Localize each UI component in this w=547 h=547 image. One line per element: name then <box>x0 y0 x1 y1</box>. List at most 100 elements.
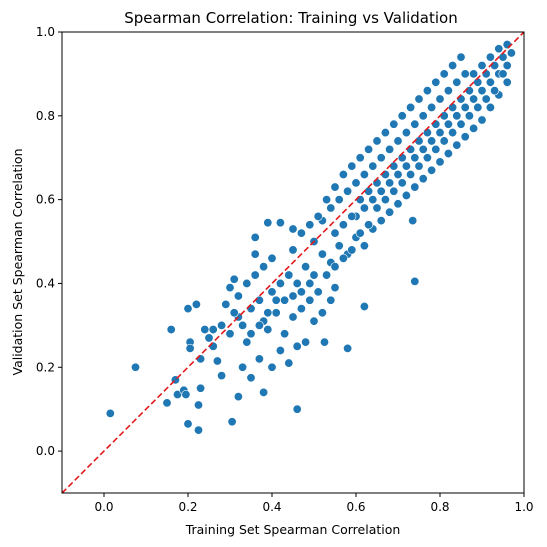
scatter-point <box>330 283 340 293</box>
scatter-point <box>131 362 141 372</box>
x-tick-label: 0.6 <box>346 500 365 514</box>
scatter-point <box>280 295 290 305</box>
scatter-point <box>196 354 206 364</box>
scatter-point <box>355 228 365 238</box>
scatter-point <box>288 224 298 234</box>
scatter-point <box>292 341 302 351</box>
scatter-point <box>322 195 332 205</box>
scatter-point <box>414 94 424 104</box>
scatter-point <box>427 102 437 112</box>
scatter-point <box>194 425 204 435</box>
scatter-point <box>359 169 369 179</box>
scatter-point <box>221 299 231 309</box>
scatter-point <box>439 69 449 79</box>
scatter-point <box>292 404 302 414</box>
scatter-point <box>464 86 474 96</box>
scatter-point <box>460 69 470 79</box>
scatter-point <box>212 356 222 366</box>
scatter-point <box>380 128 390 138</box>
scatter-point <box>376 186 386 196</box>
scatter-point <box>393 169 403 179</box>
scatter-point <box>469 123 479 133</box>
y-tick-label: 0.4 <box>36 276 55 290</box>
reference-line-layer <box>61 31 525 494</box>
scatter-point <box>435 157 445 167</box>
scatter-point <box>229 308 239 318</box>
scatter-point <box>431 119 441 129</box>
scatter-point <box>452 77 462 87</box>
scatter-point <box>359 203 369 213</box>
scatter-point <box>389 119 399 129</box>
scatter-point <box>414 161 424 171</box>
scatter-point <box>477 115 487 125</box>
scatter-point <box>393 136 403 146</box>
scatter-point <box>347 211 357 221</box>
scatter-point <box>422 86 432 96</box>
scatter-point <box>506 48 516 58</box>
scatter-point <box>469 69 479 79</box>
x-axis-label: Training Set Spearman Correlation <box>185 522 401 537</box>
scatter-point <box>254 320 264 330</box>
scatter-point <box>250 232 260 242</box>
scatter-point <box>225 283 235 293</box>
scatter-point <box>246 373 256 383</box>
scatter-point <box>401 161 411 171</box>
scatter-point <box>397 178 407 188</box>
chart-title: Spearman Correlation: Training vs Valida… <box>124 9 457 27</box>
scatter-point <box>380 169 390 179</box>
scatter-point <box>418 174 428 184</box>
scatter-point <box>166 325 176 335</box>
scatter-point <box>410 153 420 163</box>
scatter-point <box>296 287 306 297</box>
scatter-point <box>309 316 319 326</box>
scatter-point <box>194 400 204 410</box>
scatter-point <box>271 295 281 305</box>
scatter-point <box>473 77 483 87</box>
scatter-point <box>181 390 191 400</box>
scatter-point <box>183 419 193 429</box>
scatter-point <box>422 128 432 138</box>
scatter-point <box>229 274 239 284</box>
scatter-point <box>296 304 306 314</box>
scatter-point <box>246 304 256 314</box>
scatter-point <box>372 203 382 213</box>
scatter-point <box>498 69 508 79</box>
scatter-point <box>502 77 512 87</box>
scatter-point <box>259 387 269 397</box>
scatter-point <box>469 94 479 104</box>
scatter-point <box>338 169 348 179</box>
scatter-point <box>410 182 420 192</box>
scatter-point <box>305 220 315 230</box>
scatter-point <box>347 245 357 255</box>
y-tick-label: 0.6 <box>36 193 55 207</box>
scatter-point <box>263 325 273 335</box>
scatter-point <box>406 169 416 179</box>
scatter-point <box>200 325 210 335</box>
scatter-point <box>288 245 298 255</box>
scatter-point <box>389 186 399 196</box>
scatter-point <box>246 329 256 339</box>
y-tick-label: 0.8 <box>36 109 55 123</box>
scatter-point <box>452 140 462 150</box>
scatter-point <box>334 195 344 205</box>
scatter-point <box>410 276 420 286</box>
scatter-point <box>284 358 294 368</box>
scatter-point <box>191 299 201 309</box>
scatter-point <box>217 320 227 330</box>
scatter-point <box>431 77 441 87</box>
scatter-point <box>313 287 323 297</box>
scatter-point <box>393 199 403 209</box>
scatter-point <box>477 86 487 96</box>
scatter-point <box>452 111 462 121</box>
scatter-point <box>439 136 449 146</box>
scatter-point <box>305 278 315 288</box>
scatter-point <box>494 44 504 54</box>
scatter-point <box>284 270 294 280</box>
scatter-point <box>227 417 237 427</box>
y-tick-label: 1.0 <box>36 25 55 39</box>
scatter-point <box>275 218 285 228</box>
scatter-point <box>502 61 512 71</box>
scatter-point <box>359 241 369 251</box>
scatter-point <box>427 136 437 146</box>
